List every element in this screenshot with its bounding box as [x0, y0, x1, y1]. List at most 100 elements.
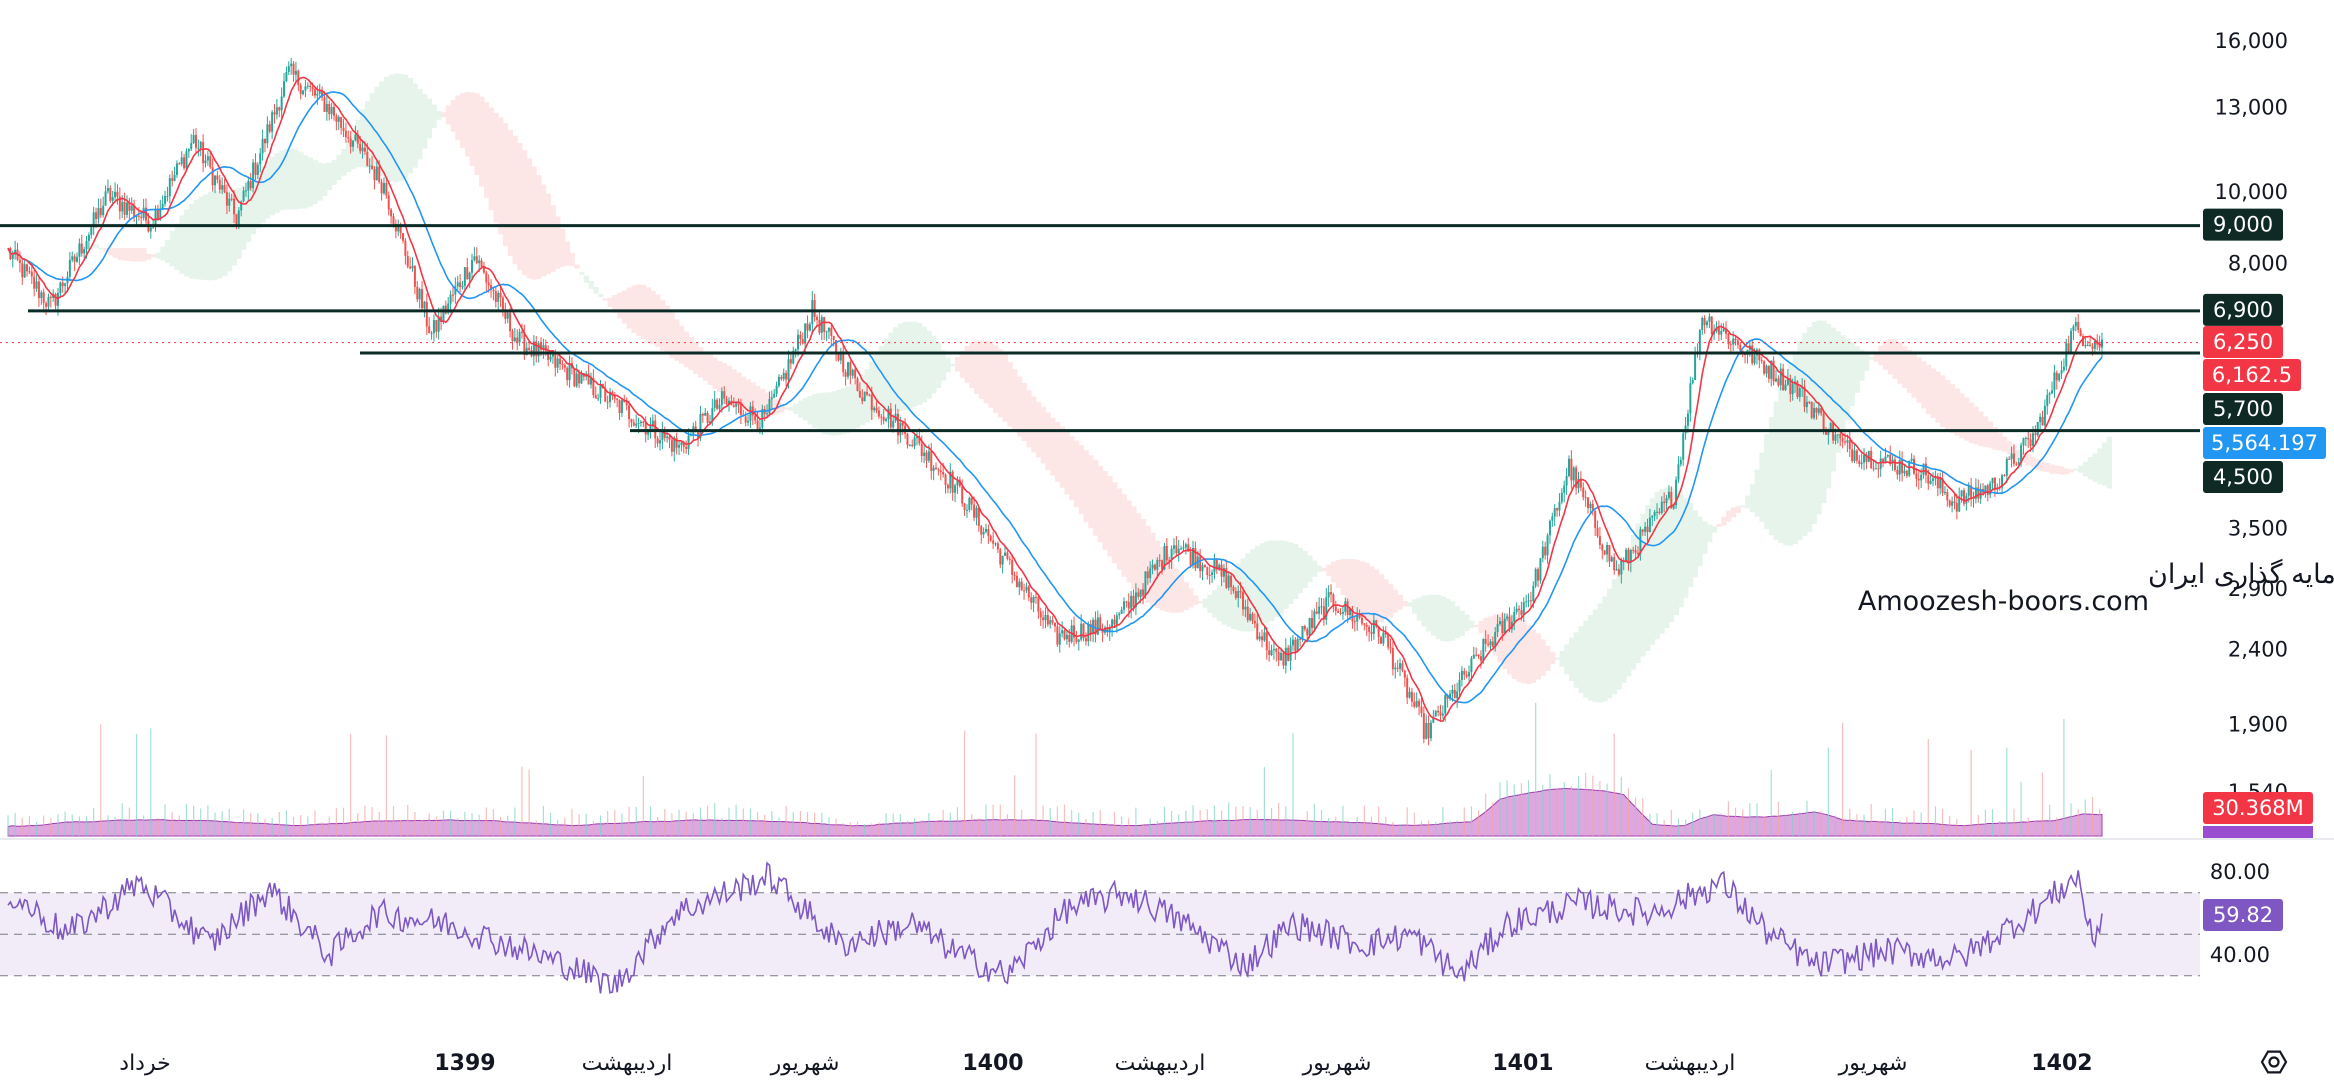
cloud-segment: [1692, 510, 1698, 578]
candle-body: [1943, 491, 1946, 494]
ichimoku-cloud: [93, 73, 2113, 703]
candle-body: [497, 292, 500, 302]
time-axis[interactable]: خرداد 1399 اردیبهشت شهریور 1400 اردیبهشت شهریو…: [119, 1051, 2092, 1076]
candle-body: [304, 86, 307, 91]
candle-body: [832, 335, 835, 341]
candle-body: [1220, 564, 1223, 577]
candle-body: [2005, 458, 2008, 476]
candle-body: [599, 384, 602, 398]
cloud-segment: [1169, 561, 1175, 613]
candle-body: [1974, 487, 1977, 499]
cloud-segment: [1078, 445, 1085, 514]
candle-body: [211, 167, 214, 186]
cloud-segment: [978, 340, 985, 399]
candle-body: [1827, 431, 1830, 435]
cloud-segment: [783, 407, 789, 410]
cloud-segment: [1331, 561, 1337, 583]
candle-body: [1560, 492, 1563, 502]
settings-icon[interactable]: [2260, 1050, 2288, 1074]
candle-body: [68, 259, 71, 277]
candle-body: [1989, 483, 1992, 495]
candle-body: [1296, 638, 1299, 652]
candle-body: [794, 349, 797, 352]
candle-body: [1030, 597, 1033, 603]
candle-body: [356, 134, 359, 144]
candle-body: [1446, 695, 1449, 699]
candle-body: [1501, 621, 1504, 634]
cloud-segment: [2097, 448, 2103, 485]
candle-body: [185, 151, 188, 169]
candle-body: [1444, 695, 1447, 714]
cloud-segment: [798, 400, 804, 418]
candle-body: [252, 162, 255, 189]
cloud-segment: [2030, 456, 2036, 467]
candle-body: [723, 391, 726, 399]
candle-body: [1882, 458, 1885, 463]
candle-body: [218, 179, 221, 190]
candle-body: [1598, 536, 1601, 545]
cloud-segment: [345, 140, 352, 172]
candle-body: [963, 503, 966, 511]
cloud-segment: [1178, 575, 1184, 613]
cloud-segment: [364, 101, 371, 169]
cloud-segment: [855, 379, 861, 428]
cloud-segment: [1759, 452, 1765, 522]
cloud-segment: [560, 228, 566, 267]
cloud-segment: [317, 162, 323, 201]
candle-body: [409, 266, 412, 269]
candle-body: [2036, 422, 2039, 436]
candle-body: [1879, 458, 1882, 469]
candle-body: [1648, 517, 1651, 533]
price-axis-tags: 9,000 6,900 6,250 6,162.5 5,700 5,564.197 4,50…: [0, 208, 2334, 840]
candle-body: [1168, 560, 1171, 562]
cloud-segment: [1792, 351, 1798, 545]
candle-body: [1903, 470, 1906, 474]
candle-body: [2010, 453, 2013, 460]
candle-body: [1065, 634, 1068, 640]
candle-body: [363, 147, 366, 152]
candle-body: [240, 201, 243, 211]
candle-body: [1177, 548, 1180, 554]
cloud-segment: [817, 393, 823, 432]
candle-body: [95, 212, 98, 219]
candle-body: [259, 153, 262, 165]
candle-body: [1808, 401, 1811, 403]
price-tag-ma-slow: 5,564.197: [2211, 431, 2318, 455]
candle-body: [937, 469, 940, 471]
candle-body: [518, 331, 521, 343]
candle-body: [1318, 606, 1321, 614]
cloud-segment: [1483, 617, 1489, 641]
candle-body: [1962, 490, 1965, 504]
cloud-segment: [1754, 469, 1760, 517]
cloud-segment: [1721, 516, 1727, 526]
candle-body: [1368, 626, 1371, 632]
cloud-segment: [512, 135, 518, 265]
candle-body: [1551, 516, 1554, 521]
candle-body: [920, 443, 923, 456]
candle-body: [823, 317, 826, 332]
cloud-segment: [193, 199, 199, 280]
candle-body: [1163, 545, 1166, 570]
cloud-segment: [1730, 507, 1737, 518]
candle-body: [2062, 366, 2065, 371]
cloud-segment: [1193, 595, 1199, 605]
cloud-segment: [964, 345, 970, 384]
candle-body: [256, 164, 259, 175]
cloud-segment: [1906, 349, 1913, 393]
candle-body: [2058, 373, 2061, 381]
candle-body: [1272, 648, 1275, 651]
cloud-segment: [93, 244, 99, 249]
candle-body: [1320, 606, 1323, 608]
cloud-segment: [621, 290, 628, 324]
candle-body: [678, 444, 681, 448]
candle-body: [1379, 637, 1382, 644]
candle-body: [673, 437, 676, 452]
candle-body: [618, 400, 621, 414]
candle-body: [187, 149, 190, 152]
candle-body: [1184, 544, 1187, 548]
cloud-segment: [1740, 505, 1746, 508]
candle-body: [642, 421, 645, 423]
cloud-segment: [107, 248, 114, 256]
candle-body: [706, 412, 709, 424]
cloud-segment: [1173, 568, 1180, 613]
